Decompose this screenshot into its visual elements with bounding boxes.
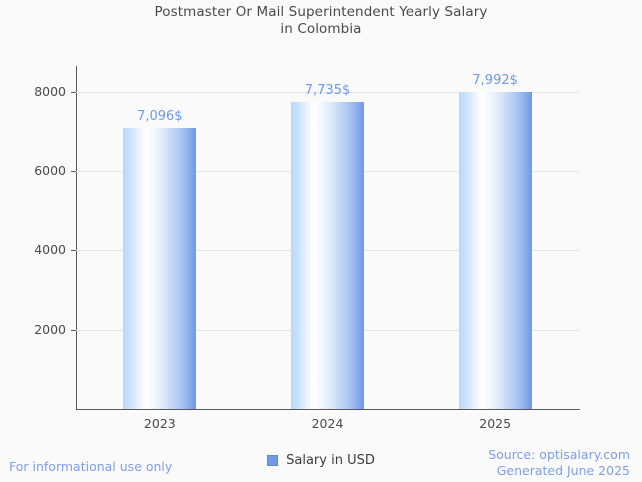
bar-2023[interactable] [123, 127, 197, 409]
gridline-8000 [76, 91, 579, 93]
legend-swatch-icon [267, 455, 279, 466]
y-axis-tick-labels: 2000 4000 6000 8000 [34, 68, 579, 409]
generated-line: Generated June 2025 [496, 463, 630, 478]
source-line: Source: optisalary.com [488, 447, 630, 462]
y-tick-label: 6000 [34, 163, 66, 179]
chart-title: Postmaster Or Mail Superintendent Yearly… [0, 4, 642, 38]
y-tick-mark-8000 [71, 91, 76, 93]
chart-title-line-2: in Colombia [280, 21, 362, 37]
x-tick-label-2024: 2024 [311, 416, 344, 431]
y-tick-label: 8000 [34, 83, 66, 99]
bar-value-label: 7,992$ [472, 73, 518, 89]
bar-value-label: 7,735$ [304, 83, 351, 99]
y-tick-mark-2000 [71, 329, 76, 331]
y-axis-line [76, 66, 77, 410]
y-tick-label: 4000 [34, 242, 66, 258]
chart-legend[interactable]: Salary in USD [0, 453, 642, 468]
x-axis-line [76, 409, 580, 410]
chart-title-line-1: Postmaster Or Mail Superintendent Yearly… [154, 4, 488, 20]
bar-2024[interactable] [291, 102, 364, 409]
bar-2025[interactable] [458, 92, 532, 409]
source-text: Source: optisalary.com Generated June 20… [488, 447, 630, 479]
y-tick-mark-6000 [71, 171, 76, 173]
legend-label: Salary in USD [286, 453, 375, 468]
bar-value-label: 7,096$ [137, 108, 183, 124]
x-tick-label-2023: 2023 [143, 416, 176, 431]
plot-area: 2000 4000 6000 8000 [34, 68, 579, 409]
legend-item[interactable]: Salary in USD [267, 453, 375, 468]
y-tick-mark-4000 [71, 250, 76, 252]
disclaimer-text: For informational use only [9, 459, 173, 474]
y-tick-label: 2000 [34, 321, 66, 337]
x-tick-label-2025: 2025 [479, 416, 512, 431]
